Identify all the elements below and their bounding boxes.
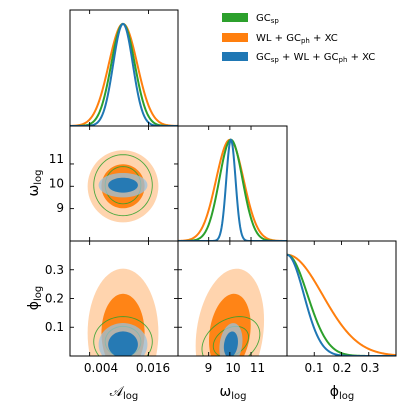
contour-fills (87, 150, 265, 356)
frame-A-A (69, 9, 179, 127)
marginal-gcsp-p (287, 253, 396, 356)
panel-p-marginals (287, 253, 396, 356)
marginal-gcsp-A (70, 22, 178, 126)
contour-combined-A-w-1sigma (108, 177, 138, 193)
tick-label-p-bottom-0.1: 0.1 (304, 361, 323, 375)
legend-label-combined: GCsp + WL + GCph + XC (256, 52, 375, 64)
legend-swatch-gcsp (222, 13, 248, 22)
y-axis-label-w: ωlog (26, 170, 44, 197)
tick-label-p-bottom-0.2: 0.2 (332, 361, 351, 375)
legend-swatch-wl-gcph-xc (222, 33, 248, 42)
tick-label-w-bottom-9: 9 (205, 361, 213, 375)
marginal-wl_gcph_xc-w (178, 138, 287, 241)
x-axis-label-p: ϕlog (330, 384, 355, 402)
x-axis-label-A: 𝒜log (110, 384, 139, 402)
contour-gcsp-A-w-2sigma (93, 154, 153, 217)
marginal-combined-A (70, 22, 178, 126)
panel-w-marginals (178, 138, 287, 241)
tick-label-w-left-11: 11 (49, 152, 64, 166)
legend: GCsp WL + GCph + XC GCsp + WL + GCph + X… (222, 13, 375, 64)
tick-label-w-bottom-10: 10 (225, 361, 240, 375)
marginal-wl_gcph_xc-p (287, 253, 396, 356)
panel-w-p-contours (195, 268, 265, 356)
tick-label-w-left-10: 10 (49, 177, 64, 191)
panel-A-p-contours (87, 268, 159, 356)
legend-label-wl-gcph-xc: WL + GCph + XC (256, 33, 338, 45)
tick-label-p-left-0.1: 0.1 (45, 320, 64, 334)
contour-combined-A-p-1sigma (108, 331, 138, 356)
legend-swatch-combined (222, 52, 248, 61)
tick-label-p-left-0.2: 0.2 (45, 292, 64, 306)
marginal-combined-w (178, 138, 287, 241)
tick-label-A-1: 0.004 (84, 361, 118, 375)
tick-label-p-left-0.3: 0.3 (45, 263, 64, 277)
marginal-wl_gcph_xc-A (70, 22, 178, 126)
x-axis-label-w: ωlog (220, 384, 247, 402)
contour-combined-w-p-1sigma (223, 331, 238, 356)
contour-gcsp-A-p-2sigma (93, 316, 153, 356)
tick-label-p-bottom-0.3: 0.3 (360, 361, 379, 375)
marginal-combined-p (287, 253, 396, 356)
contour-gcsp-w-p-2sigma (201, 316, 261, 356)
frame-p-p (286, 240, 397, 357)
legend-label-gcsp: GCsp (256, 13, 279, 25)
panel-A-marginals (70, 22, 178, 126)
tick-marks (70, 10, 370, 356)
tick-label-w-left-9: 9 (56, 201, 64, 215)
tick-label-w-bottom-11: 11 (250, 361, 265, 375)
y-axis-label-p: ϕlog (26, 286, 44, 311)
tick-label-A-2: 0.016 (136, 361, 170, 375)
marginal-gcsp-w (178, 138, 287, 241)
panel-A-w-contours (87, 150, 159, 223)
